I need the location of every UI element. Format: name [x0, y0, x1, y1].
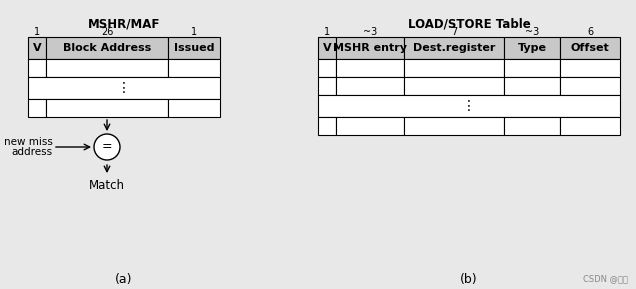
- Bar: [504, 117, 560, 135]
- Bar: [168, 99, 220, 117]
- Bar: [318, 77, 336, 95]
- Text: ⋮: ⋮: [462, 99, 476, 113]
- Bar: [336, 117, 404, 135]
- Circle shape: [94, 134, 120, 160]
- Text: Dest.register: Dest.register: [413, 43, 495, 53]
- Text: ~3: ~3: [363, 27, 377, 37]
- Text: ~3: ~3: [525, 27, 539, 37]
- Bar: [504, 59, 560, 77]
- Bar: [336, 77, 404, 95]
- Text: 1: 1: [191, 27, 197, 37]
- Bar: [28, 77, 220, 99]
- Bar: [168, 37, 220, 59]
- Bar: [404, 59, 504, 77]
- Bar: [504, 77, 560, 95]
- Bar: [560, 59, 620, 77]
- Bar: [168, 59, 220, 77]
- Text: Block Address: Block Address: [63, 43, 151, 53]
- Bar: [560, 37, 620, 59]
- Text: V: V: [322, 43, 331, 53]
- Text: MSHR entry: MSHR entry: [333, 43, 407, 53]
- Text: 1: 1: [34, 27, 40, 37]
- Text: (b): (b): [460, 273, 478, 286]
- Text: 6: 6: [587, 27, 593, 37]
- Bar: [46, 59, 168, 77]
- Bar: [560, 77, 620, 95]
- Text: V: V: [32, 43, 41, 53]
- Text: Issued: Issued: [174, 43, 214, 53]
- Bar: [336, 59, 404, 77]
- Text: LOAD/STORE Table: LOAD/STORE Table: [408, 18, 530, 31]
- Text: (a): (a): [115, 273, 133, 286]
- Text: 26: 26: [101, 27, 113, 37]
- Text: 7: 7: [451, 27, 457, 37]
- Bar: [404, 77, 504, 95]
- Bar: [504, 37, 560, 59]
- Text: =: =: [102, 140, 113, 153]
- Bar: [336, 37, 404, 59]
- Bar: [318, 59, 336, 77]
- Bar: [560, 117, 620, 135]
- Text: Offset: Offset: [570, 43, 609, 53]
- Text: address: address: [12, 147, 53, 157]
- Bar: [318, 37, 336, 59]
- Text: CSDN @岐苟: CSDN @岐苟: [583, 274, 628, 283]
- Bar: [404, 117, 504, 135]
- Text: 1: 1: [324, 27, 330, 37]
- Bar: [28, 59, 46, 77]
- Bar: [318, 95, 620, 117]
- Text: new miss: new miss: [4, 137, 53, 147]
- Bar: [28, 37, 46, 59]
- Text: Type: Type: [518, 43, 546, 53]
- Text: MSHR/MAF: MSHR/MAF: [88, 18, 160, 31]
- Bar: [28, 99, 46, 117]
- Text: Match: Match: [89, 179, 125, 192]
- Bar: [404, 37, 504, 59]
- Bar: [46, 99, 168, 117]
- Bar: [318, 117, 336, 135]
- Text: ⋮: ⋮: [117, 81, 131, 95]
- Bar: [46, 37, 168, 59]
